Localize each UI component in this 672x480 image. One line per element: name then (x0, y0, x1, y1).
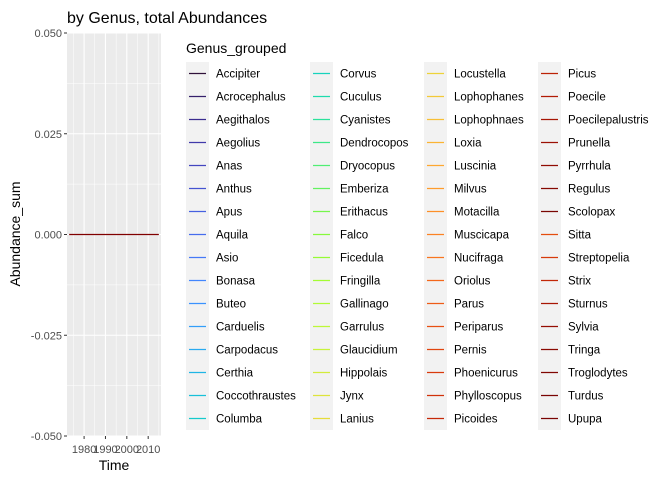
legend-title: Genus_grouped (186, 40, 286, 56)
legend-entry-label: Parus (454, 299, 484, 311)
legend-entry-label: Luscinia (454, 161, 497, 173)
legend-entry-label: Ficedula (340, 253, 384, 265)
legend-entry-label: Buteo (216, 299, 246, 311)
legend-entry-label: Asio (216, 253, 238, 265)
legend-entry-label: Sturnus (568, 299, 608, 311)
legend-entry-label: Corvus (340, 69, 377, 81)
legend-entry-label: Lanius (340, 414, 374, 426)
legend-entry-label: Regulus (568, 184, 610, 196)
y-tick-label: -0.050 (31, 431, 62, 443)
legend-entry-label: Jynx (340, 391, 364, 403)
legend-entry-label: Sitta (568, 230, 592, 242)
legend-key-column (310, 62, 333, 430)
x-tick-label: 1980 (72, 444, 96, 456)
legend-entry-label: Upupa (568, 414, 602, 426)
legend-entry-label: Columba (216, 414, 263, 426)
legend-entry-label: Bonasa (216, 276, 256, 288)
y-tick-label: 0.025 (34, 129, 62, 141)
legend-entry-label: Poecile (568, 92, 606, 104)
chart-title: by Genus, total Abundances (67, 10, 267, 27)
legend-entry-label: Phylloscopus (454, 391, 522, 403)
legend-entry-label: Garrulus (340, 322, 384, 334)
legend-entry-label: Lophophnaes (454, 115, 524, 127)
x-tick-label: 1990 (93, 444, 117, 456)
legend-entry-label: Aegolius (216, 138, 260, 150)
legend-entry-label: Pyrrhula (568, 161, 611, 173)
x-axis-label: Time (99, 457, 130, 473)
legend-entry-label: Sylvia (568, 322, 599, 334)
legend-entry-label: Accipiter (216, 69, 260, 81)
legend-entry-label: Hippolais (340, 368, 388, 380)
legend-entry-label: Acrocephalus (216, 92, 286, 104)
legend-entry-label: Milvus (454, 184, 487, 196)
legend-entry-label: Fringilla (340, 276, 381, 288)
legend-entry-label: Prunella (568, 138, 611, 150)
legend-entry-label: Carduelis (216, 322, 265, 334)
legend-entry-label: Oriolus (454, 276, 491, 288)
x-tick-label: 2000 (115, 444, 139, 456)
legend-entry-label: Locustella (454, 69, 506, 81)
legend-entry-label: Aegithalos (216, 115, 270, 127)
legend-entry-label: Lophophanes (454, 92, 524, 104)
legend-entry-label: Pernis (454, 345, 487, 357)
legend-entry-label: Coccothraustes (216, 391, 296, 403)
legend-key-column (538, 62, 561, 430)
x-tick-label: 2010 (136, 444, 160, 456)
legend-entry-label: Turdus (568, 391, 604, 403)
legend-entry-label: Falco (340, 230, 368, 242)
legend-entry-label: Carpodacus (216, 345, 278, 357)
legend-entry-label: Phoenicurus (454, 368, 518, 380)
legend-entry-label: Scolopax (568, 207, 616, 219)
legend-entry-label: Gallinago (340, 299, 389, 311)
y-axis: -0.050 -0.025 0.000 0.025 0.050 (31, 28, 67, 443)
y-tick-label: -0.025 (31, 330, 62, 342)
legend-entry-label: Tringa (568, 345, 601, 357)
legend-entry-label: Anas (216, 161, 242, 173)
legend-entry-label: Loxia (454, 138, 482, 150)
legend-entry-label: Erithacus (340, 207, 388, 219)
legend: Genus_grouped Accipiter Acrocephalus Aegit… (186, 40, 649, 430)
legend-entry-label: Apus (216, 207, 242, 219)
legend-entry-label: Nucifraga (454, 253, 504, 265)
legend-entry-label: Glaucidium (340, 345, 398, 357)
legend-entry-label: Dendrocopos (340, 138, 409, 150)
legend-entry-label: Streptopelia (568, 253, 630, 265)
legend-entry-label: Aquila (216, 230, 249, 242)
legend-entry-label: Strix (568, 276, 591, 288)
legend-entry-label: Periparus (454, 322, 503, 334)
legend-entry-label: Cyanistes (340, 115, 391, 127)
legend-entry-label: Anthus (216, 184, 252, 196)
y-tick-label: 0.000 (34, 230, 62, 242)
legend-entry-label: Cuculus (340, 92, 382, 104)
legend-entry-label: Certhia (216, 368, 254, 380)
legend-entry-label: Emberiza (340, 184, 389, 196)
legend-entry-label: Dryocopus (340, 161, 395, 173)
legend-entry-label: Motacilla (454, 207, 500, 219)
y-tick-label: 0.050 (34, 28, 62, 40)
legend-entry-label: Muscicapa (454, 230, 510, 242)
legend-key-column (424, 62, 447, 430)
legend-entry-label: Picoides (454, 414, 498, 426)
legend-entry-label: Poecilepalustris (568, 115, 649, 127)
legend-entry-label: Picus (568, 69, 596, 81)
legend-key-column (186, 62, 209, 430)
legend-entry-label: Troglodytes (568, 368, 628, 380)
y-axis-label: Abundance_sum (7, 181, 23, 286)
